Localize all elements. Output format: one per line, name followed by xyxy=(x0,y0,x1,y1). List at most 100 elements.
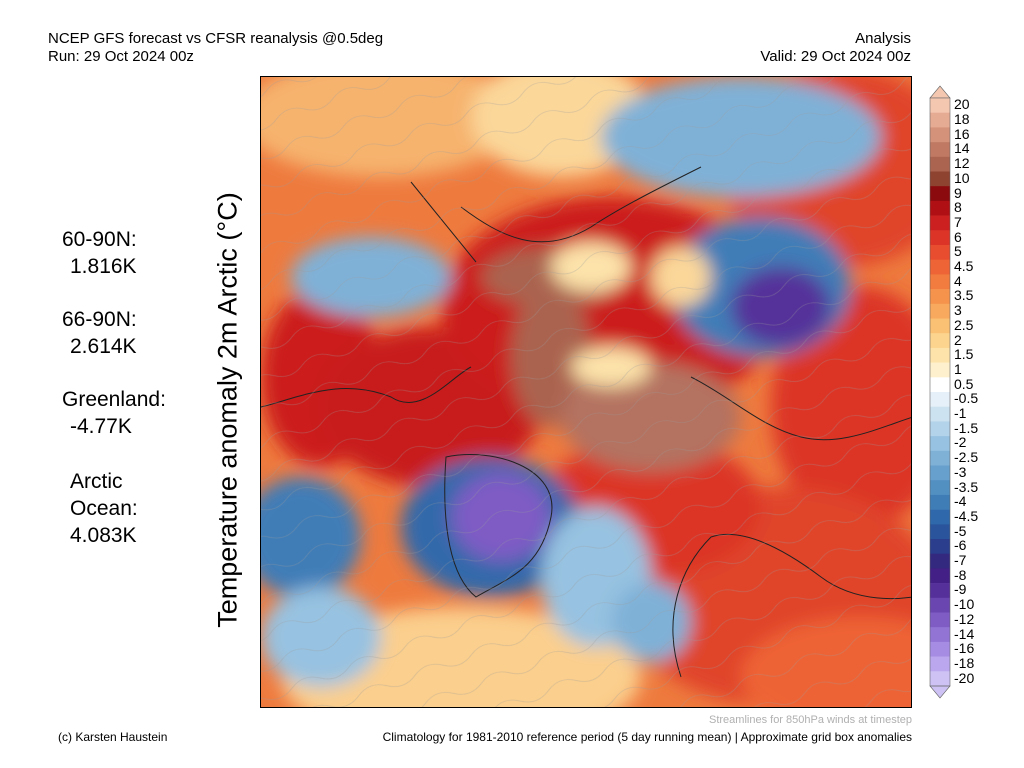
colorbar-tick-label: 2 xyxy=(954,331,962,348)
stat-name-2: Ocean: xyxy=(70,497,138,520)
colorbar-tick-label: -16 xyxy=(954,640,975,657)
colorbar-swatch xyxy=(930,583,950,599)
colorbar-frame xyxy=(929,97,951,687)
colorbar-tick-label: -18 xyxy=(954,654,975,671)
colorbar-swatch xyxy=(930,641,950,657)
stat-66-90n: 66-90N: 2.614K xyxy=(62,306,137,360)
colorbar-swatch xyxy=(930,436,950,452)
analysis-label: Analysis xyxy=(855,30,911,47)
colorbar-tick-label: -0.5 xyxy=(954,390,979,407)
colorbar-swatch xyxy=(930,406,950,422)
colorbar-swatch xyxy=(930,465,950,481)
colorbar-tick-label: 6 xyxy=(954,228,962,245)
colorbar-swatch xyxy=(930,568,950,584)
colorbar-tick-label: 3 xyxy=(954,302,962,319)
stat-value: 2.614K xyxy=(70,335,137,358)
colorbar-tick-label: -2 xyxy=(954,434,967,451)
colorbar-swatch xyxy=(930,200,950,216)
colorbar-tick-label: -1.5 xyxy=(954,419,979,436)
map-title: NCEP GFS forecast vs CFSR reanalysis @0.… xyxy=(48,30,384,47)
colorbar-tick-label: -5 xyxy=(954,522,967,539)
colorbar-tick-label: 4.5 xyxy=(954,258,974,275)
colorbar-tick-label: -4 xyxy=(954,493,967,510)
stat-name: 60-90N: xyxy=(62,228,137,251)
colorbar-tick-label: 10 xyxy=(954,169,970,186)
colorbar-swatch xyxy=(930,421,950,437)
colorbar-tick-label: 18 xyxy=(954,111,970,128)
colorbar-swatch xyxy=(930,318,950,334)
colorbar-tick-label: 1 xyxy=(954,360,962,377)
colorbar-swatch xyxy=(930,656,950,672)
colorbar-tick-label: 12 xyxy=(954,155,970,172)
valid-time: Valid: 29 Oct 2024 00z xyxy=(760,48,911,65)
stat-arctic-ocean: Arctic Ocean: 4.083K xyxy=(70,468,138,549)
colorbar-swatch xyxy=(930,539,950,554)
colorbar-tick-label: -7 xyxy=(954,552,967,569)
colorbar-swatch xyxy=(930,480,950,496)
stat-value: 4.083K xyxy=(70,524,137,547)
colorbar-bottom-arrow xyxy=(929,685,951,699)
colorbar-tick-label: -8 xyxy=(954,566,967,583)
colorbar-tick-label: 1.5 xyxy=(954,346,974,363)
colorbar-tick-label: -3 xyxy=(954,463,967,480)
stat-value: 1.816K xyxy=(70,255,137,278)
colorbar-tick-label: 14 xyxy=(954,140,970,157)
colorbar-swatches xyxy=(929,85,951,699)
colorbar-swatch xyxy=(930,156,950,172)
colorbar-swatch xyxy=(930,333,950,349)
map-header-left: NCEP GFS forecast vs CFSR reanalysis @0.… xyxy=(48,30,383,66)
anomaly-map xyxy=(260,76,912,708)
colorbar-top-arrow xyxy=(929,85,951,99)
climatology-note: Climatology for 1981-2010 reference peri… xyxy=(382,730,912,744)
colorbar-swatch xyxy=(930,671,950,687)
colorbar xyxy=(929,85,951,699)
colorbar-tick-label: -10 xyxy=(954,596,975,613)
colorbar-tick-label: -20 xyxy=(954,669,975,686)
run-time: Run: 29 Oct 2024 00z xyxy=(48,48,194,65)
colorbar-swatch xyxy=(930,171,950,187)
colorbar-tick-label: 9 xyxy=(954,184,962,201)
colorbar-swatch xyxy=(930,186,950,202)
anomaly-field xyxy=(261,77,911,707)
colorbar-swatch xyxy=(930,303,950,319)
colorbar-tick-label: 7 xyxy=(954,213,962,230)
colorbar-swatch xyxy=(930,127,950,143)
streamlines-note: Streamlines for 850hPa winds at timestep xyxy=(709,714,912,726)
stat-name: 66-90N: xyxy=(62,308,137,331)
colorbar-swatch xyxy=(930,494,950,510)
colorbar-swatch xyxy=(930,142,950,158)
colorbar-tick-label: 20 xyxy=(954,96,970,113)
colorbar-swatch xyxy=(930,612,950,628)
colorbar-tick-label: -4.5 xyxy=(954,507,979,524)
colorbar-swatch xyxy=(930,553,950,569)
colorbar-swatch xyxy=(930,362,950,378)
colorbar-tick-label: -6 xyxy=(954,537,967,554)
map-header-right: Analysis Valid: 29 Oct 2024 00z xyxy=(760,30,911,66)
colorbar-swatch xyxy=(930,289,950,305)
colorbar-swatch xyxy=(930,259,950,275)
colorbar-swatch xyxy=(930,347,950,363)
credit: (c) Karsten Haustein xyxy=(58,730,168,744)
colorbar-tick-label: 4 xyxy=(954,272,962,289)
colorbar-tick-label: -9 xyxy=(954,581,967,598)
colorbar-swatch xyxy=(930,524,950,540)
stat-greenland: Greenland: -4.77K xyxy=(62,386,166,440)
colorbar-tick-label: 16 xyxy=(954,125,970,142)
colorbar-tick-label: 2.5 xyxy=(954,316,974,333)
colorbar-swatch xyxy=(930,597,950,613)
colorbar-tick-label: 8 xyxy=(954,199,962,216)
colorbar-tick-label: -1 xyxy=(954,405,967,422)
colorbar-swatch xyxy=(930,509,950,525)
colorbar-swatch xyxy=(930,377,950,393)
colorbar-tick-label: 3.5 xyxy=(954,287,974,304)
stat-name: Greenland: xyxy=(62,388,166,411)
stat-value: -4.77K xyxy=(70,415,132,438)
stat-name: Arctic xyxy=(70,470,123,493)
map-ylabel: Temperature anomaly 2m Arctic (°C) xyxy=(212,192,243,628)
colorbar-swatch xyxy=(930,112,950,128)
colorbar-tick-label: 5 xyxy=(954,243,962,260)
colorbar-tick-label: -2.5 xyxy=(954,449,979,466)
colorbar-swatch xyxy=(930,450,950,466)
colorbar-tick-label: -14 xyxy=(954,625,975,642)
colorbar-swatch xyxy=(930,274,950,290)
